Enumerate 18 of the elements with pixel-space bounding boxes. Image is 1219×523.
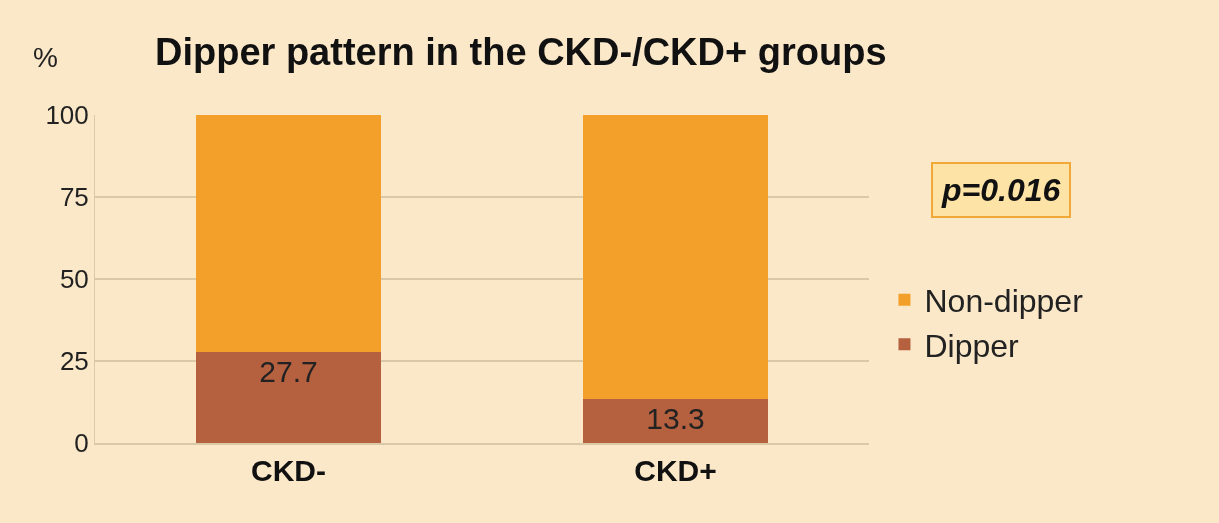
chart-title: Dipper pattern in the CKD-/CKD+ groups [155,31,887,73]
bar [195,352,382,443]
x-tick-label: CKD- [251,453,326,487]
bar [582,115,769,400]
bar [195,115,382,353]
data-label: 13.3 [646,402,705,436]
legend-label: Non-dipper [924,283,1084,320]
y-tick-label: 100 [45,100,89,131]
data-label: 27.7 [259,355,318,389]
y-tick-label: 75 [59,182,89,213]
x-tick-label: CKD+ [634,453,717,487]
y-tick-label: 50 [59,264,89,295]
bar [582,399,769,443]
y-axis-title: % [33,42,58,73]
legend-label: Dipper [924,327,1020,364]
y-tick-label: 25 [59,346,89,377]
text: p=0.016 [941,172,1061,208]
y-tick-label: 0 [74,428,89,459]
